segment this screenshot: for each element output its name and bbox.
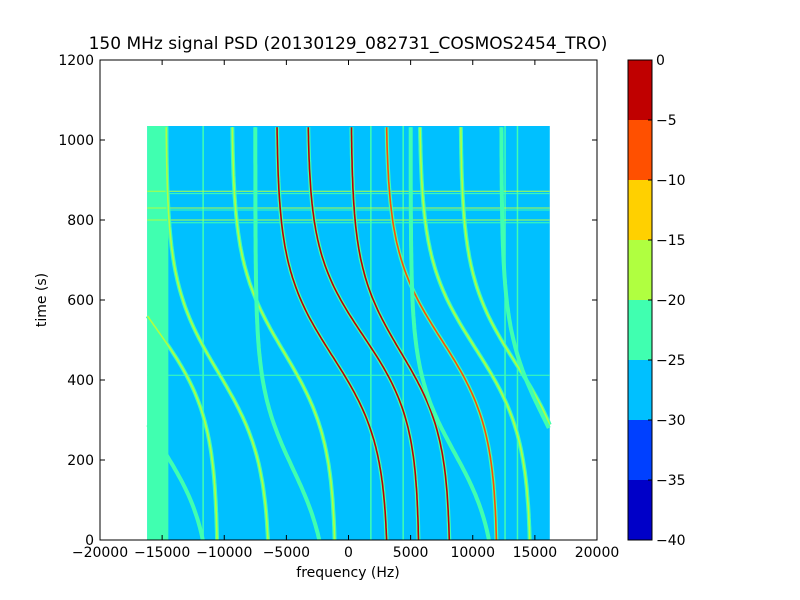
signal-track-core xyxy=(350,127,451,541)
y-tick-label: 1000 xyxy=(58,133,94,149)
x-axis-ticks: −20000 −15000 −10000 −5000 0 5000 10000 15000 20… xyxy=(72,60,619,561)
y-axis-label: time (s) xyxy=(34,273,50,327)
y-tick-label: 1200 xyxy=(58,53,94,69)
signal-track xyxy=(275,127,389,541)
x-tick-label: −20000 xyxy=(72,545,128,561)
x-tick-label: 0 xyxy=(344,545,353,561)
signal-track-core xyxy=(165,127,269,541)
signal-track xyxy=(145,314,219,540)
colorbar-band xyxy=(628,300,652,360)
signal-track xyxy=(349,127,452,541)
signal-track xyxy=(164,127,270,541)
signal-track-core xyxy=(146,315,218,540)
colorbar-tick-label: −10 xyxy=(656,173,686,189)
signal-track-core xyxy=(147,424,204,541)
signal-track-core xyxy=(231,127,336,541)
y-tick-label: 0 xyxy=(85,533,94,549)
signal-track xyxy=(306,127,421,541)
colorbar-bands xyxy=(628,60,652,540)
y-tick-label: 800 xyxy=(67,213,94,229)
signal-track-core xyxy=(419,127,531,541)
x-axis-label: frequency (Hz) xyxy=(296,565,399,581)
colorbar-tick-label: −40 xyxy=(656,533,686,549)
y-axis-ticks: 0 200 400 600 800 1000 1200 xyxy=(58,53,597,549)
signal-track xyxy=(418,127,532,541)
signal-track-core xyxy=(409,127,490,541)
colorbar-tick-label: −30 xyxy=(656,413,686,429)
signal-track xyxy=(499,127,551,429)
heatmap-layer xyxy=(145,126,552,541)
y-tick-label: 600 xyxy=(67,293,94,309)
colorbar-tick-label: −15 xyxy=(656,233,686,249)
x-tick-label: −10000 xyxy=(196,545,252,561)
colorbar-band xyxy=(628,180,652,240)
colorbar-band xyxy=(628,60,652,120)
signal-track-core xyxy=(500,127,550,429)
x-tick-label: 15000 xyxy=(513,545,558,561)
colorbar-tick-label: 0 xyxy=(656,53,665,69)
signal-track-core xyxy=(385,127,498,541)
colorbar-band xyxy=(628,120,652,180)
x-tick-label: 5000 xyxy=(393,545,429,561)
colorbar-band xyxy=(628,480,652,540)
colorbar-band xyxy=(628,360,652,420)
colorbar-tick-label: −25 xyxy=(656,353,686,369)
chart-title: 150 MHz signal PSD (20130129_082731_COSM… xyxy=(89,34,608,54)
colorbar-tick-label: −35 xyxy=(656,473,686,489)
signal-track-core xyxy=(276,127,388,541)
colorbar-band xyxy=(628,240,652,300)
colorbar-tick-label: −20 xyxy=(656,293,686,309)
signal-track xyxy=(384,127,499,541)
signal-track xyxy=(230,127,337,541)
signal-track xyxy=(146,423,205,541)
colorbar-ticks: 0 −5 −10 −15 −20 −25 −30 −35 −40 xyxy=(648,53,686,549)
x-tick-label: −5000 xyxy=(263,545,310,561)
x-tick-label: 10000 xyxy=(450,545,495,561)
signal-track xyxy=(408,127,491,541)
colorbar: 0 −5 −10 −15 −20 −25 −30 −35 −40 xyxy=(627,53,686,549)
signal-track-core xyxy=(254,127,321,541)
x-tick-label: −15000 xyxy=(134,545,190,561)
y-tick-label: 200 xyxy=(67,453,94,469)
signal-track xyxy=(253,127,322,541)
signal-track-core xyxy=(307,127,420,541)
heatmap-background xyxy=(147,126,550,540)
colorbar-band xyxy=(628,420,652,480)
y-tick-label: 400 xyxy=(67,373,94,389)
colorbar-tick-label: −5 xyxy=(656,113,677,129)
heatmap-plot-area xyxy=(99,59,598,541)
x-tick-label: 20000 xyxy=(575,545,620,561)
